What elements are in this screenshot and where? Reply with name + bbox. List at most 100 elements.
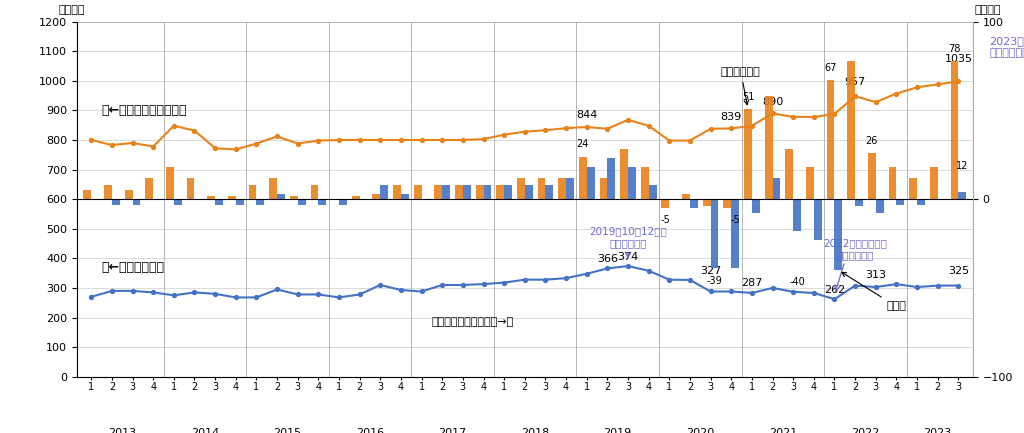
Bar bbox=[352, 196, 359, 199]
Text: 327: 327 bbox=[700, 266, 721, 276]
Text: -5: -5 bbox=[660, 215, 671, 225]
Text: 転職等希望者: 転職等希望者 bbox=[721, 67, 761, 105]
Bar bbox=[835, 199, 843, 270]
Text: 24: 24 bbox=[577, 139, 589, 149]
Bar bbox=[958, 192, 967, 199]
Text: 78: 78 bbox=[948, 44, 961, 54]
Bar bbox=[868, 153, 876, 199]
Bar bbox=[380, 185, 388, 199]
Bar bbox=[909, 178, 918, 199]
Bar bbox=[414, 185, 422, 199]
Bar bbox=[174, 199, 181, 204]
Bar bbox=[930, 167, 938, 199]
Bar bbox=[112, 199, 120, 204]
Bar bbox=[607, 158, 615, 199]
Bar bbox=[752, 199, 760, 213]
Text: 1035: 1035 bbox=[944, 54, 973, 64]
Bar bbox=[373, 194, 380, 199]
Bar bbox=[463, 185, 471, 199]
Text: 2023年７～９月期
（過去最多）: 2023年７～９月期 （過去最多） bbox=[989, 36, 1024, 58]
Text: 転職者: 転職者 bbox=[842, 272, 906, 311]
Bar bbox=[950, 61, 958, 199]
Bar bbox=[855, 199, 863, 206]
Bar bbox=[524, 185, 532, 199]
Bar bbox=[558, 178, 566, 199]
Text: 839: 839 bbox=[721, 112, 741, 122]
Text: （万人）: （万人） bbox=[58, 5, 85, 15]
Bar bbox=[318, 199, 327, 204]
Text: -40: -40 bbox=[790, 277, 805, 287]
Text: 2019: 2019 bbox=[603, 429, 632, 433]
Text: （万人）: （万人） bbox=[975, 5, 1001, 15]
Bar bbox=[918, 199, 925, 204]
Bar bbox=[538, 178, 546, 199]
Text: 2019年10～12月期
（過去最多）: 2019年10～12月期 （過去最多） bbox=[589, 226, 667, 248]
Text: 26: 26 bbox=[865, 136, 878, 146]
Bar bbox=[641, 167, 648, 199]
Text: 844: 844 bbox=[577, 110, 597, 120]
Bar bbox=[765, 96, 772, 199]
Text: 2014: 2014 bbox=[190, 429, 219, 433]
Bar bbox=[648, 185, 656, 199]
Text: （←左軸）転職等希望者: （←左軸）転職等希望者 bbox=[101, 104, 187, 117]
Bar bbox=[621, 149, 628, 199]
Bar bbox=[455, 185, 463, 199]
Bar bbox=[132, 199, 140, 204]
Bar bbox=[794, 199, 801, 231]
Text: 2023: 2023 bbox=[924, 429, 952, 433]
Text: 890: 890 bbox=[762, 97, 783, 107]
Text: 2015: 2015 bbox=[273, 429, 301, 433]
Bar bbox=[690, 199, 697, 208]
Bar bbox=[476, 185, 483, 199]
Text: 2020: 2020 bbox=[686, 429, 715, 433]
Bar bbox=[83, 191, 91, 199]
Bar bbox=[434, 185, 442, 199]
Bar bbox=[290, 196, 298, 199]
Text: 2022年１～３月期
（過去最少）: 2022年１～３月期 （過去最少） bbox=[823, 238, 887, 260]
Text: 2018: 2018 bbox=[521, 429, 549, 433]
Bar bbox=[587, 167, 595, 199]
Bar bbox=[504, 185, 512, 199]
Bar bbox=[711, 199, 719, 268]
Bar bbox=[483, 185, 492, 199]
Bar bbox=[517, 178, 524, 199]
Bar bbox=[393, 185, 401, 199]
Text: 262: 262 bbox=[824, 285, 845, 295]
Text: 313: 313 bbox=[865, 270, 886, 280]
Bar bbox=[628, 167, 636, 199]
Bar bbox=[876, 199, 884, 213]
Bar bbox=[896, 199, 904, 204]
Bar bbox=[298, 199, 305, 204]
Bar bbox=[702, 199, 711, 206]
Bar bbox=[723, 199, 731, 208]
Bar bbox=[599, 178, 607, 199]
Bar bbox=[401, 194, 409, 199]
Bar bbox=[145, 178, 154, 199]
Bar bbox=[682, 194, 690, 199]
Bar bbox=[228, 196, 236, 199]
Text: 325: 325 bbox=[948, 266, 969, 276]
Bar bbox=[744, 109, 752, 199]
Text: 287: 287 bbox=[741, 278, 763, 288]
Bar bbox=[662, 199, 670, 208]
Text: -39: -39 bbox=[707, 275, 722, 285]
Text: 67: 67 bbox=[824, 63, 837, 73]
Bar bbox=[339, 199, 347, 204]
Bar bbox=[236, 199, 244, 204]
Bar bbox=[125, 191, 132, 199]
Bar bbox=[772, 178, 780, 199]
Bar bbox=[826, 80, 835, 199]
Text: 374: 374 bbox=[617, 252, 639, 262]
Bar bbox=[166, 167, 174, 199]
Bar bbox=[207, 196, 215, 199]
Text: （←左軸）転職者: （←左軸）転職者 bbox=[101, 261, 165, 274]
Text: 2013: 2013 bbox=[109, 429, 136, 433]
Bar bbox=[566, 178, 573, 199]
Bar bbox=[269, 178, 278, 199]
Bar bbox=[278, 194, 285, 199]
Bar bbox=[104, 185, 112, 199]
Bar bbox=[215, 199, 223, 204]
Text: 2017: 2017 bbox=[438, 429, 467, 433]
Text: 対前年同期増減（右軸→）: 対前年同期増減（右軸→） bbox=[432, 317, 514, 327]
Bar bbox=[186, 178, 195, 199]
